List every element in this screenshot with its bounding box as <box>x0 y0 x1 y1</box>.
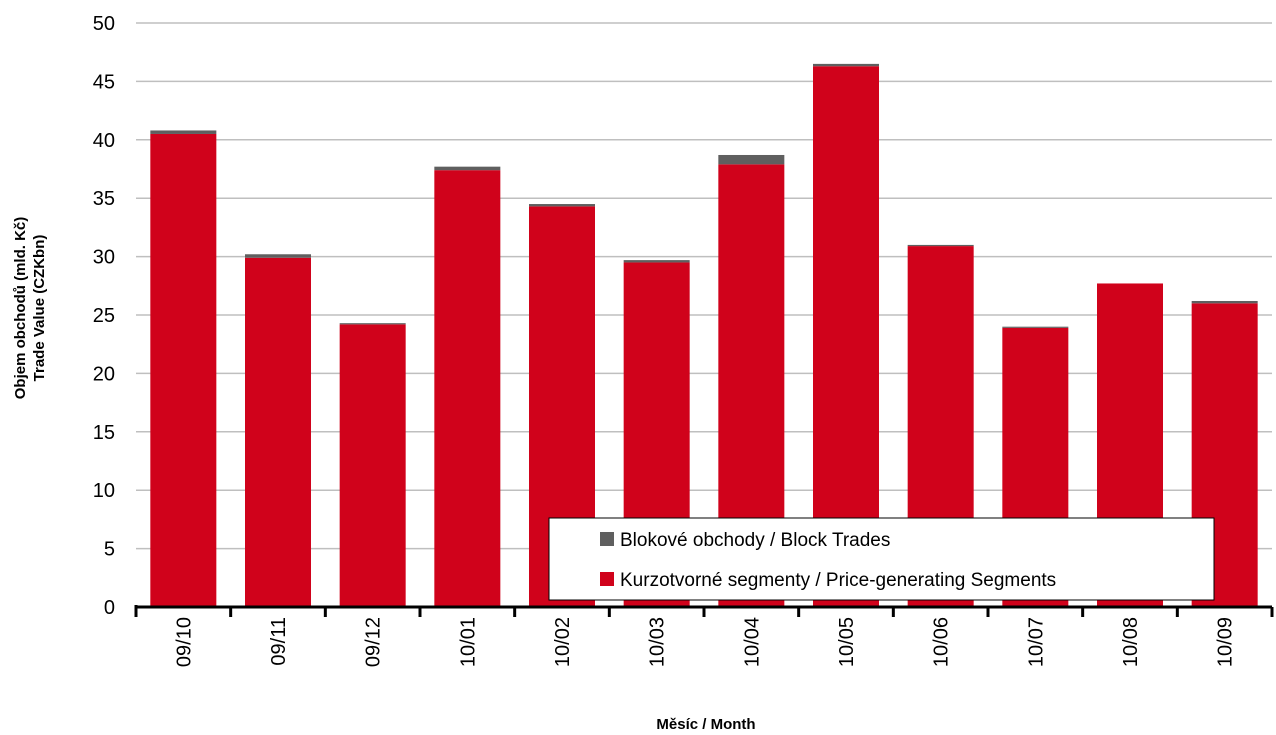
y-tick-label: 10 <box>93 480 115 502</box>
y-tick-label: 15 <box>93 422 115 444</box>
x-tick-label: 10/01 <box>457 617 479 667</box>
y-tick-label: 0 <box>104 597 115 619</box>
x-tick-label: 10/04 <box>741 617 763 667</box>
x-tick-label: 10/09 <box>1215 617 1237 667</box>
bar-block-trades <box>529 204 595 207</box>
bar-block-trades <box>813 63 879 67</box>
legend-label-price-generating: Kurzotvorné segmenty / Price-generating … <box>620 570 1056 591</box>
y-tick-label: 25 <box>93 305 115 327</box>
bar-price-generating <box>150 133 217 607</box>
legend-label-block-trades: Blokové obchody / Block Trades <box>620 530 890 551</box>
x-tick-label: 10/08 <box>1120 617 1142 667</box>
legend-swatch-price-generating <box>600 572 614 586</box>
legend: Blokové obchody / Block Trades Kurzotvor… <box>548 517 1215 601</box>
bar-block-trades <box>339 323 406 325</box>
bar-price-generating <box>813 66 879 607</box>
y-tick-label: 35 <box>93 188 115 210</box>
x-tick-label: 10/03 <box>647 617 669 667</box>
bar-block-trades <box>623 260 690 263</box>
x-axis <box>134 605 1274 617</box>
bar-block-trades <box>1002 326 1069 328</box>
x-tick-label: 09/10 <box>173 617 195 667</box>
legend-swatch-block-trades <box>600 532 614 546</box>
legend-box <box>548 517 1215 601</box>
y-axis-title-line1: Objem obchodů (mld. Kč) <box>12 217 29 400</box>
bar-block-trades <box>434 166 501 171</box>
y-tick-label: 50 <box>93 13 115 35</box>
bar-block-trades <box>150 130 217 134</box>
x-tick-label: 10/02 <box>552 617 574 667</box>
x-tick-label: 10/07 <box>1025 617 1047 667</box>
y-axis-title-line2: Trade Value (CZKbn) <box>31 235 48 382</box>
bar-price-generating <box>339 324 406 607</box>
x-tick-label: 10/06 <box>931 617 953 667</box>
bars <box>150 63 1258 607</box>
y-tick-label: 40 <box>93 130 115 152</box>
x-tick-label: 09/12 <box>363 617 385 667</box>
bar-price-generating <box>245 257 311 607</box>
bar-price-generating <box>434 170 501 607</box>
y-tick-label: 5 <box>104 539 115 561</box>
x-tick-labels: 09/10 09/11 09/12 10/01 10/02 10/03 10/04 10/05… <box>173 617 1236 667</box>
y-tick-label: 20 <box>93 363 115 385</box>
gridlines <box>136 22 1272 550</box>
bar-block-trades <box>245 254 311 258</box>
y-tick-label: 30 <box>93 247 115 269</box>
x-tick-label: 10/05 <box>836 617 858 667</box>
x-tick-label: 09/11 <box>268 617 290 666</box>
bar-block-trades <box>1191 300 1258 304</box>
x-axis-title: Měsíc / Month <box>656 716 755 733</box>
bar-block-trades <box>718 154 785 165</box>
bar-block-trades <box>907 244 974 247</box>
y-tick-labels: 0 5 10 15 20 25 30 35 40 45 50 <box>93 13 115 619</box>
y-tick-label: 45 <box>93 71 115 93</box>
